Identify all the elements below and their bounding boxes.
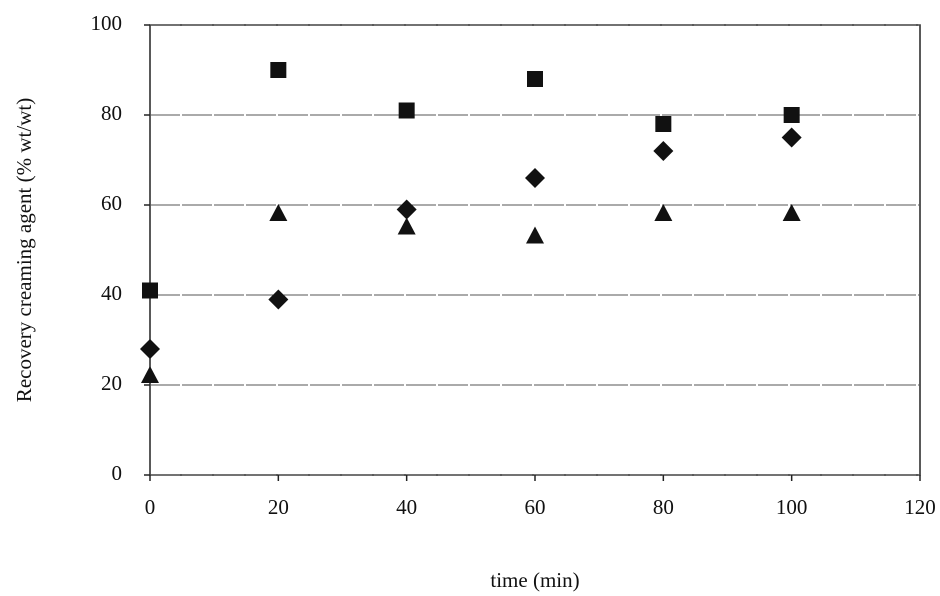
y-tick-label: 20 xyxy=(101,371,122,395)
diamond-marker xyxy=(653,141,673,161)
diamond-marker xyxy=(782,128,802,148)
x-tick-label: 100 xyxy=(776,495,808,519)
x-axis-label: time (min) xyxy=(490,568,579,592)
square-marker xyxy=(142,283,158,299)
y-axis-label: Recovery creaming agent (% wt/wt) xyxy=(12,98,36,402)
plot-area xyxy=(150,25,920,475)
square-marker xyxy=(270,62,286,78)
y-tick-label: 0 xyxy=(112,461,123,485)
diamond-marker xyxy=(397,200,417,220)
diamond-marker xyxy=(140,339,160,359)
x-tick-label: 40 xyxy=(396,495,417,519)
chart: time (min) Recovery creaming agent (% wt… xyxy=(0,0,940,596)
y-tick-label: 40 xyxy=(101,281,122,305)
triangle-marker xyxy=(654,204,672,221)
y-tick-label: 80 xyxy=(101,101,122,125)
square-marker xyxy=(527,71,543,87)
triangle-marker xyxy=(783,204,801,221)
triangle-marker xyxy=(269,204,287,221)
square-marker xyxy=(399,103,415,119)
x-tick-label: 0 xyxy=(145,495,156,519)
triangle-marker xyxy=(141,366,159,383)
diamond-marker xyxy=(525,168,545,188)
y-tick-label: 100 xyxy=(91,11,123,35)
triangle-marker xyxy=(398,218,416,235)
x-tick-label: 120 xyxy=(904,495,936,519)
square-marker xyxy=(655,116,671,132)
x-tick-label: 80 xyxy=(653,495,674,519)
square-marker xyxy=(784,107,800,123)
y-tick-label: 60 xyxy=(101,191,122,215)
diamond-marker xyxy=(268,290,288,310)
x-tick-label: 20 xyxy=(268,495,289,519)
triangle-marker xyxy=(526,227,544,244)
x-tick-label: 60 xyxy=(525,495,546,519)
